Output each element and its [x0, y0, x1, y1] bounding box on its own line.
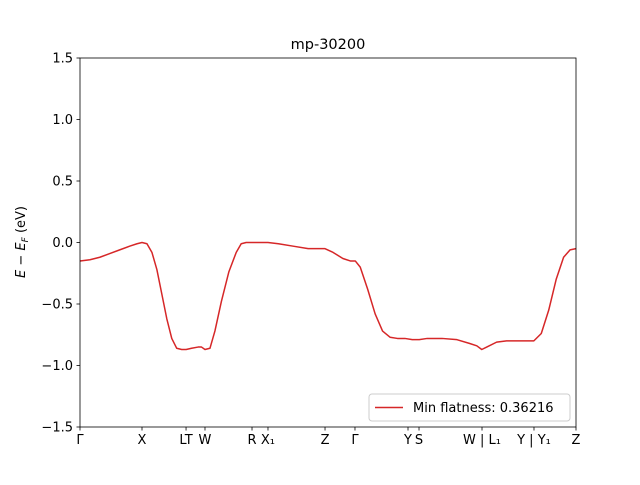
- x-tick-label: Y | Y₁: [516, 433, 551, 448]
- x-tick-label: Y: [403, 433, 412, 448]
- x-tick-label: X: [138, 433, 147, 448]
- y-tick-label: −1.5: [41, 421, 73, 436]
- y-tick-label: −0.5: [41, 298, 73, 313]
- y-tick-label: 0.0: [52, 236, 73, 251]
- x-tick-label: Z: [321, 433, 330, 448]
- y-tick-label: 1.0: [52, 113, 73, 128]
- x-tick-label: W | L₁: [463, 433, 501, 448]
- legend: Min flatness: 0.36216: [368, 393, 571, 422]
- legend-label: Min flatness: 0.36216: [413, 401, 554, 416]
- x-tick-label: S: [415, 433, 423, 448]
- y-tick-label: −1.0: [41, 359, 73, 374]
- y-axis-label: E − EF (eV): [14, 206, 31, 278]
- x-tick-label: Z: [572, 433, 581, 448]
- plot-area: [80, 58, 576, 427]
- series-layer: [79, 241, 577, 351]
- series-line-0: [79, 241, 577, 351]
- x-tick-label: Γ: [351, 433, 359, 448]
- y-tick-label: 0.5: [52, 175, 73, 190]
- x-tick-label: LT: [179, 433, 192, 448]
- x-tick-label: X₁: [261, 433, 275, 448]
- y-axis: 1.5 1.0 0.5 0.0 −0.5 −1.0 −1.5: [41, 52, 80, 436]
- x-tick-label: W: [199, 433, 212, 448]
- x-axis: Γ X LT W R X₁ Z Γ Y S W | L₁ Y | Y₁ Z: [76, 427, 581, 448]
- legend-box: [368, 393, 571, 422]
- plot-background: [80, 58, 576, 427]
- x-tick-label: R: [247, 433, 256, 448]
- y-tick-label: 1.5: [52, 52, 73, 67]
- x-tick-label: Γ: [76, 433, 84, 448]
- chart-title: mp-30200: [291, 37, 366, 53]
